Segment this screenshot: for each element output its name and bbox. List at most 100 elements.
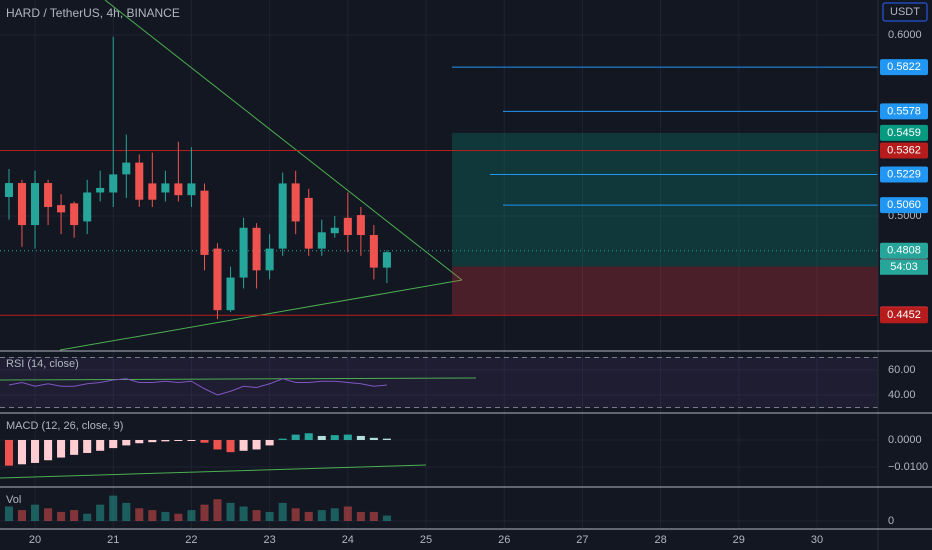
volume-bar — [44, 508, 53, 522]
macd-bar — [265, 439, 274, 446]
candle-body — [200, 190, 209, 255]
candle-body — [70, 203, 79, 226]
macd-bar — [83, 439, 92, 453]
price-label: 0.5459 — [887, 127, 921, 139]
candle-body — [239, 227, 248, 278]
candle-body — [44, 183, 53, 207]
candle-body — [57, 205, 66, 213]
currency[interactable]: USDT — [890, 6, 920, 18]
y-tick-label: 40.00 — [888, 389, 916, 401]
volume-bar — [187, 510, 196, 522]
volume-bar — [343, 506, 352, 522]
y-tick-label: 60.00 — [888, 364, 916, 376]
pane-title: MACD (12, 26, close, 9) — [6, 420, 123, 432]
volume-bar — [291, 508, 300, 522]
volume-bar — [304, 511, 313, 522]
trendline — [104, 0, 463, 281]
price-label-box — [880, 166, 928, 183]
candle-body — [213, 248, 222, 311]
macd-bar — [96, 439, 105, 451]
macd-bar — [200, 439, 209, 443]
volume-bar — [213, 499, 222, 522]
countdown-box — [880, 259, 928, 275]
x-tick-label: 29 — [733, 534, 745, 546]
macd-bar — [278, 438, 287, 440]
volume-bar — [200, 504, 209, 522]
x-tick-label: 23 — [263, 534, 275, 546]
pane-title: RSI (14, close) — [6, 358, 79, 370]
price-label-box — [880, 124, 928, 141]
candle-body — [83, 192, 92, 222]
volume-bar — [122, 502, 131, 522]
candle-body — [31, 183, 40, 226]
plot-area — [0, 0, 878, 522]
macd-bar — [252, 439, 261, 450]
x-tick-label: 28 — [654, 534, 666, 546]
macd-bar — [31, 439, 40, 463]
candle-body — [174, 183, 183, 196]
candle-body — [265, 248, 274, 271]
x-tick-label: 24 — [342, 534, 354, 546]
x-tick-label: 20 — [29, 534, 41, 546]
candle-body — [226, 277, 235, 311]
macd-bar — [161, 439, 170, 442]
volume-bar — [239, 506, 248, 522]
macd-bar — [174, 439, 183, 441]
macd-bar — [4, 439, 14, 466]
indicator-line — [8, 378, 387, 396]
volume-bar — [4, 506, 14, 522]
candle-body — [278, 183, 287, 249]
price-label-box — [880, 197, 928, 214]
position-target — [452, 132, 878, 267]
position-stop — [452, 266, 878, 315]
macd-bar — [226, 439, 235, 453]
y-tick-label: 0.6000 — [888, 29, 922, 41]
y-tick-label: 0 — [888, 515, 894, 527]
volume-bar — [31, 504, 40, 522]
macd-bar — [304, 433, 313, 440]
macd-bar — [369, 437, 378, 440]
volume-bar — [252, 510, 261, 522]
macd-bar — [17, 439, 26, 465]
x-tick-label: 25 — [420, 534, 432, 546]
volume-bar — [356, 511, 365, 522]
candle-body — [4, 183, 14, 197]
macd-bar — [135, 439, 144, 444]
macd-bar — [213, 439, 222, 450]
x-tick-label: 30 — [811, 534, 823, 546]
volume-bar — [148, 510, 157, 522]
price-label-box — [880, 242, 928, 259]
candle-body — [109, 174, 118, 193]
volume-bar — [174, 513, 183, 522]
macd-bar — [148, 439, 157, 443]
macd-bar — [356, 435, 365, 440]
macd-bar — [291, 434, 300, 440]
x-tick-label: 27 — [576, 534, 588, 546]
macd-bar — [57, 439, 66, 458]
trendline — [0, 464, 427, 479]
countdown: 54:03 — [890, 261, 918, 273]
candle-body — [161, 183, 170, 193]
price-label: 0.4452 — [887, 309, 921, 321]
candle-body — [343, 217, 352, 236]
candle-body — [135, 162, 144, 200]
rsi-band — [0, 357, 878, 408]
volume-bar — [330, 508, 339, 522]
price-label: 0.5060 — [887, 199, 921, 211]
price-label: 0.5229 — [887, 168, 921, 180]
currency-box[interactable] — [882, 2, 928, 22]
candle-body — [317, 232, 326, 249]
macd-bar — [44, 439, 53, 461]
macd-bar — [382, 438, 391, 440]
y-tick-label: 0.0000 — [888, 434, 922, 446]
candle-body — [252, 227, 261, 271]
candle-body — [17, 183, 26, 226]
candle-body — [148, 183, 157, 200]
candle-body — [291, 183, 300, 222]
candle-body — [330, 227, 339, 234]
macd-bar — [109, 439, 118, 449]
macd-bar — [70, 439, 79, 455]
grid — [0, 0, 878, 528]
pane-title: Vol — [6, 494, 21, 506]
